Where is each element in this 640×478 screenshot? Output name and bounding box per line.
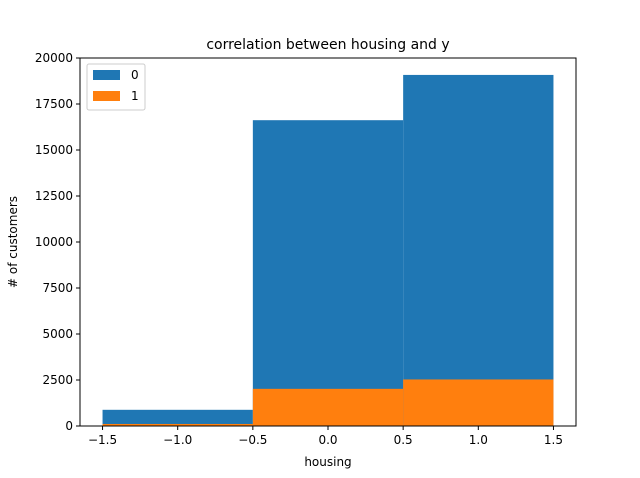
y-tick-label: 20000 [35, 51, 73, 65]
bar-series-1-bin-1 [252, 388, 404, 426]
x-tick-label: 1.5 [544, 433, 563, 447]
y-axis-ticks: 0 2500 5000 7500 10000 12500 15000 17500 20000 [35, 51, 80, 433]
y-tick-label: 0 [65, 419, 73, 433]
y-tick-label: 2500 [42, 373, 73, 387]
y-tick-label: 17500 [35, 97, 73, 111]
bar-series-0-bin-1 [252, 120, 404, 426]
x-tick-label: −0.5 [238, 433, 267, 447]
x-tick-label: 0.0 [318, 433, 337, 447]
y-tick-label: 10000 [35, 235, 73, 249]
y-tick-label: 5000 [42, 327, 73, 341]
y-tick-label: 12500 [35, 189, 73, 203]
x-tick-label: −1.0 [163, 433, 192, 447]
legend: 01 [86, 63, 146, 111]
x-axis-label: housing [304, 455, 351, 469]
y-tick-label: 7500 [42, 281, 73, 295]
chart-title: correlation between housing and y [206, 37, 449, 53]
y-tick-label: 15000 [35, 143, 73, 157]
x-tick-label: −1.5 [88, 433, 117, 447]
legend-label-0: 0 [131, 68, 139, 82]
legend-label-1: 1 [131, 89, 139, 103]
legend-swatch-1 [93, 91, 120, 101]
x-tick-label: 1.0 [469, 433, 488, 447]
x-tick-label: 0.5 [394, 433, 413, 447]
bar-series-1-bin-2 [403, 379, 554, 426]
bar-series-0-bin-0 [102, 409, 253, 426]
legend-swatch-0 [93, 70, 120, 80]
y-axis-label: # of customers [6, 196, 20, 288]
bar-series-1-bin-0 [102, 423, 253, 426]
bar-series-0-bin-2 [403, 74, 554, 426]
x-axis-ticks: −1.5 −1.0 −0.5 0.0 0.5 1.0 1.5 [88, 426, 563, 447]
bars-group [102, 74, 554, 426]
